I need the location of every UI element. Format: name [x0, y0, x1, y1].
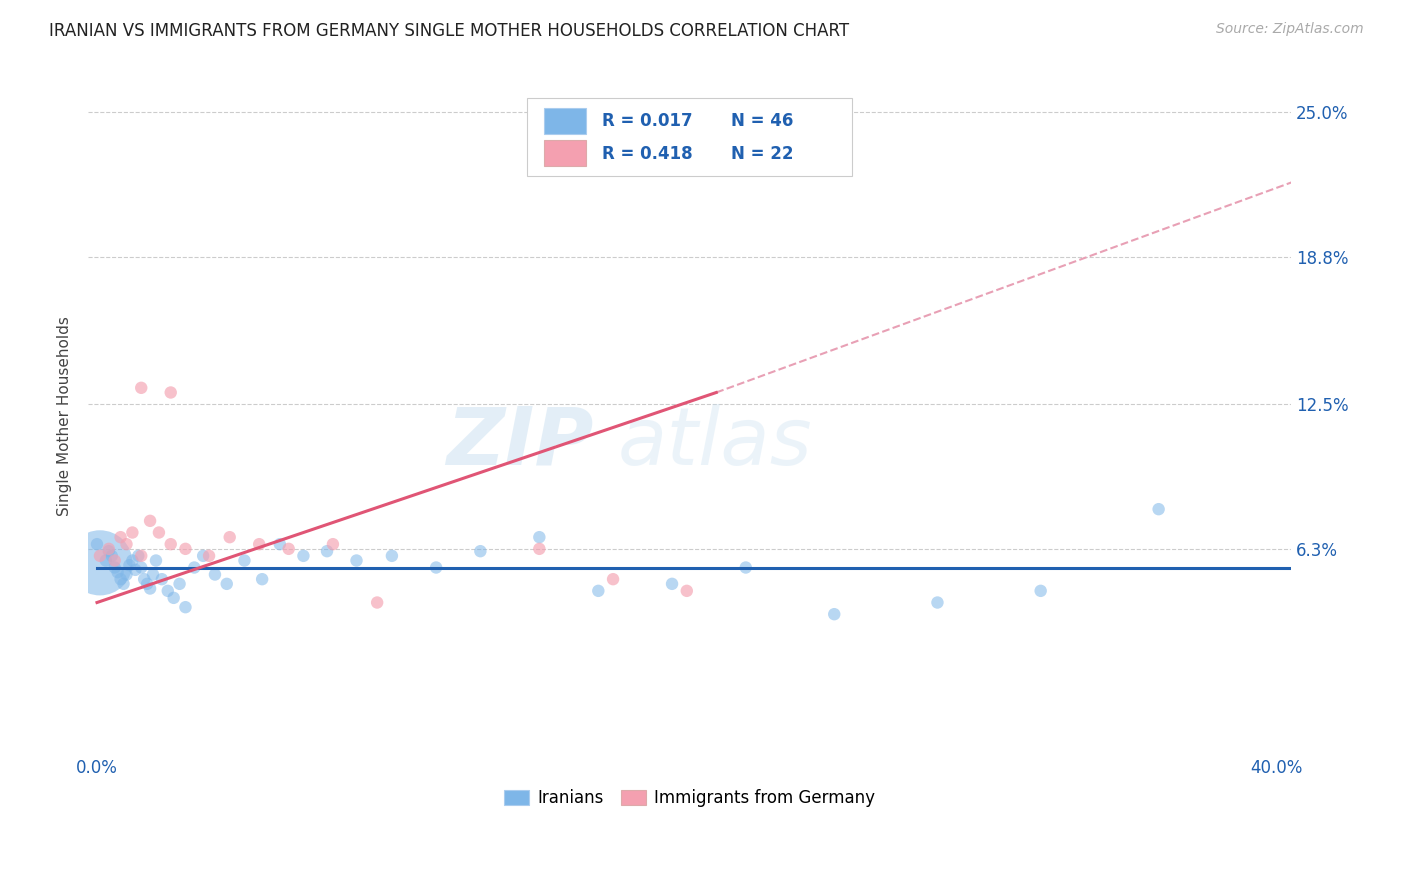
- Point: [927, 595, 949, 609]
- Point: [174, 600, 197, 615]
- Point: [97, 541, 120, 556]
- Point: [97, 544, 120, 558]
- Point: [107, 565, 129, 579]
- Point: [129, 560, 152, 574]
- Bar: [527, 98, 852, 176]
- Point: [163, 591, 186, 605]
- Point: [425, 560, 447, 574]
- Point: [823, 607, 845, 622]
- Point: [250, 572, 273, 586]
- Y-axis label: Single Mother Households: Single Mother Households: [58, 316, 72, 516]
- Point: [381, 549, 404, 563]
- Point: [156, 583, 179, 598]
- Point: [110, 530, 132, 544]
- Point: [104, 553, 127, 567]
- Point: [121, 553, 143, 567]
- Point: [139, 582, 162, 596]
- Point: [1147, 502, 1170, 516]
- Point: [159, 385, 181, 400]
- Point: [218, 530, 240, 544]
- Point: [602, 572, 624, 586]
- Point: [174, 541, 197, 556]
- Text: N = 46: N = 46: [731, 112, 793, 130]
- Point: [118, 558, 141, 573]
- Point: [191, 549, 214, 563]
- Legend: Iranians, Immigrants from Germany: Iranians, Immigrants from Germany: [498, 782, 882, 814]
- Point: [204, 567, 226, 582]
- Point: [588, 583, 610, 598]
- Point: [110, 572, 132, 586]
- Point: [127, 549, 149, 563]
- Point: [134, 572, 156, 586]
- Point: [129, 381, 152, 395]
- Point: [1029, 583, 1052, 598]
- Point: [470, 544, 492, 558]
- Point: [734, 560, 756, 574]
- Point: [150, 572, 173, 586]
- Text: N = 22: N = 22: [731, 145, 793, 163]
- Point: [121, 525, 143, 540]
- Point: [277, 541, 299, 556]
- Point: [269, 537, 291, 551]
- Point: [661, 577, 683, 591]
- Text: IRANIAN VS IMMIGRANTS FROM GERMANY SINGLE MOTHER HOUSEHOLDS CORRELATION CHART: IRANIAN VS IMMIGRANTS FROM GERMANY SINGL…: [49, 22, 849, 40]
- Text: Source: ZipAtlas.com: Source: ZipAtlas.com: [1216, 22, 1364, 37]
- Text: R = 0.418: R = 0.418: [602, 145, 693, 163]
- Bar: [544, 140, 586, 166]
- Point: [292, 549, 315, 563]
- Point: [148, 525, 170, 540]
- Point: [316, 544, 339, 558]
- Point: [136, 577, 159, 591]
- Point: [322, 537, 344, 551]
- Point: [129, 549, 152, 563]
- Point: [198, 549, 221, 563]
- Point: [100, 549, 122, 563]
- Point: [529, 541, 551, 556]
- Point: [145, 553, 167, 567]
- Point: [142, 567, 165, 582]
- Point: [366, 595, 388, 609]
- Text: ZIP: ZIP: [446, 404, 593, 482]
- Point: [124, 563, 146, 577]
- Point: [139, 514, 162, 528]
- Point: [233, 553, 256, 567]
- Point: [159, 537, 181, 551]
- Point: [89, 549, 111, 563]
- Point: [112, 577, 135, 591]
- Point: [115, 537, 138, 551]
- Text: R = 0.017: R = 0.017: [602, 112, 693, 130]
- Point: [86, 537, 108, 551]
- Point: [94, 553, 117, 567]
- Point: [169, 577, 191, 591]
- Text: atlas: atlas: [617, 404, 813, 482]
- Point: [104, 560, 127, 574]
- Point: [346, 553, 368, 567]
- Point: [215, 577, 238, 591]
- Point: [675, 583, 697, 598]
- Point: [529, 530, 551, 544]
- Point: [115, 567, 138, 582]
- Point: [183, 560, 205, 574]
- Point: [247, 537, 270, 551]
- Point: [89, 556, 111, 570]
- Bar: [544, 108, 586, 134]
